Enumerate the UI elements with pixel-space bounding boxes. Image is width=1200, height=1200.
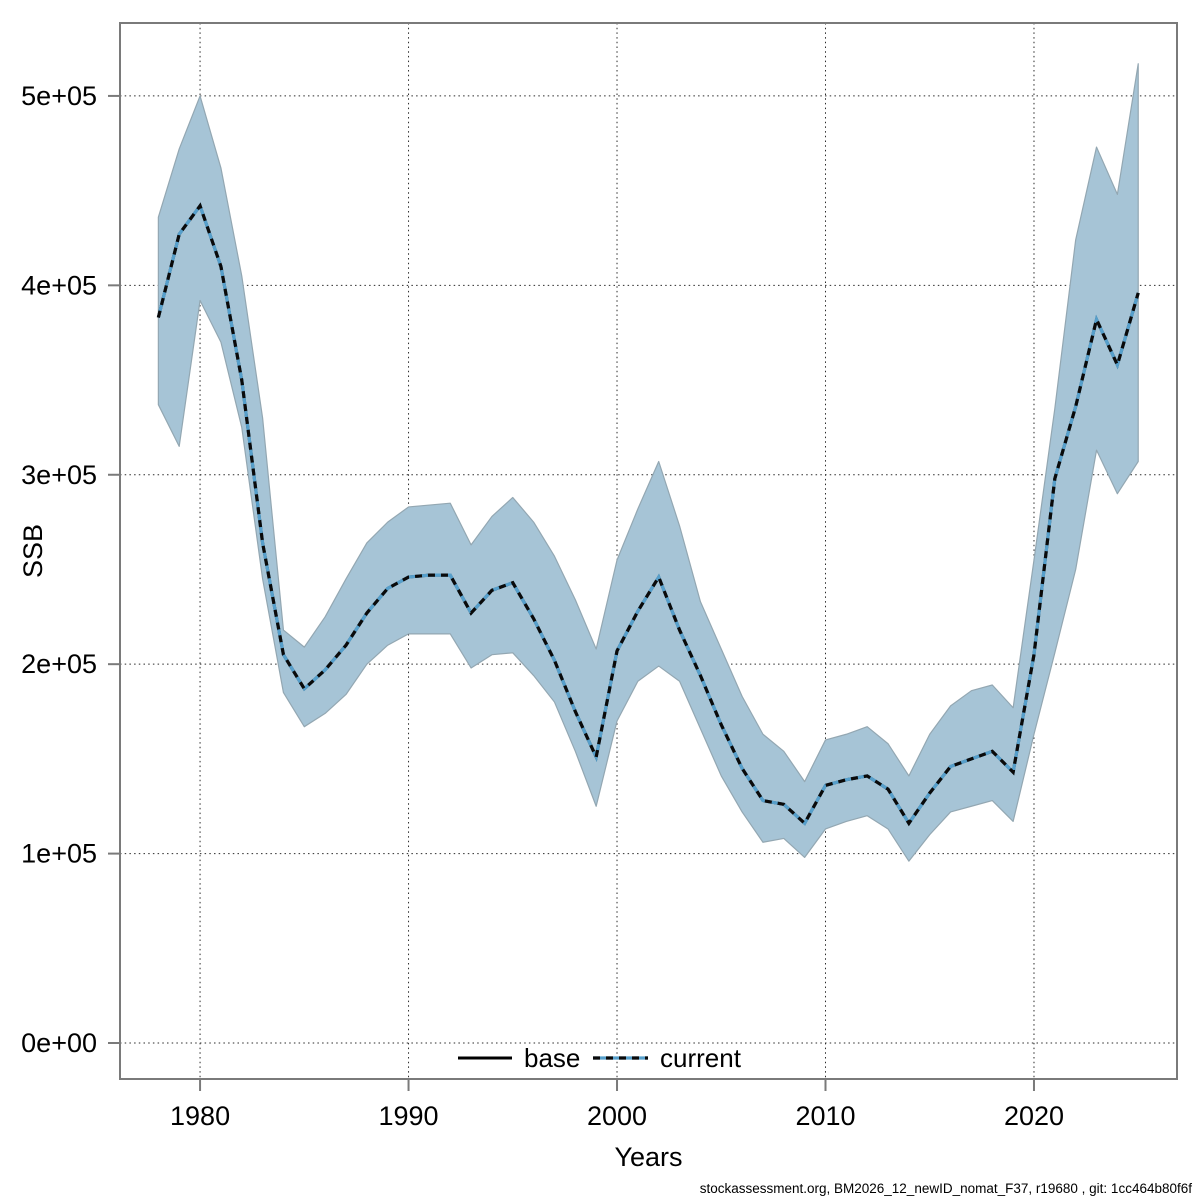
x-tick-label: 1990: [378, 1101, 438, 1131]
x-tick-label: 1980: [170, 1101, 230, 1131]
legend-base-label: base: [524, 1043, 580, 1073]
x-tick-label: 2020: [1004, 1101, 1064, 1131]
x-tick-label: 2000: [587, 1101, 647, 1131]
confidence-band: [157, 63, 1139, 862]
y-axis-title: SSB: [18, 524, 48, 578]
y-tick-label: 2e+05: [21, 649, 97, 679]
y-tick-label: 4e+05: [21, 270, 97, 300]
run-id-footer: stockassessment.org, BM2026_12_newID_nom…: [699, 1181, 1192, 1196]
y-tick-label: 1e+05: [21, 839, 97, 869]
y-tick-label: 3e+05: [21, 460, 97, 490]
y-tick-label: 5e+05: [21, 81, 97, 111]
x-axis-title: Years: [614, 1142, 682, 1172]
x-tick-label: 2010: [795, 1101, 855, 1131]
current-line: [156, 202, 1140, 827]
legend-current-label: current: [660, 1043, 742, 1073]
y-tick-label: 0e+00: [21, 1028, 97, 1058]
plot-border: [119, 22, 1178, 1080]
